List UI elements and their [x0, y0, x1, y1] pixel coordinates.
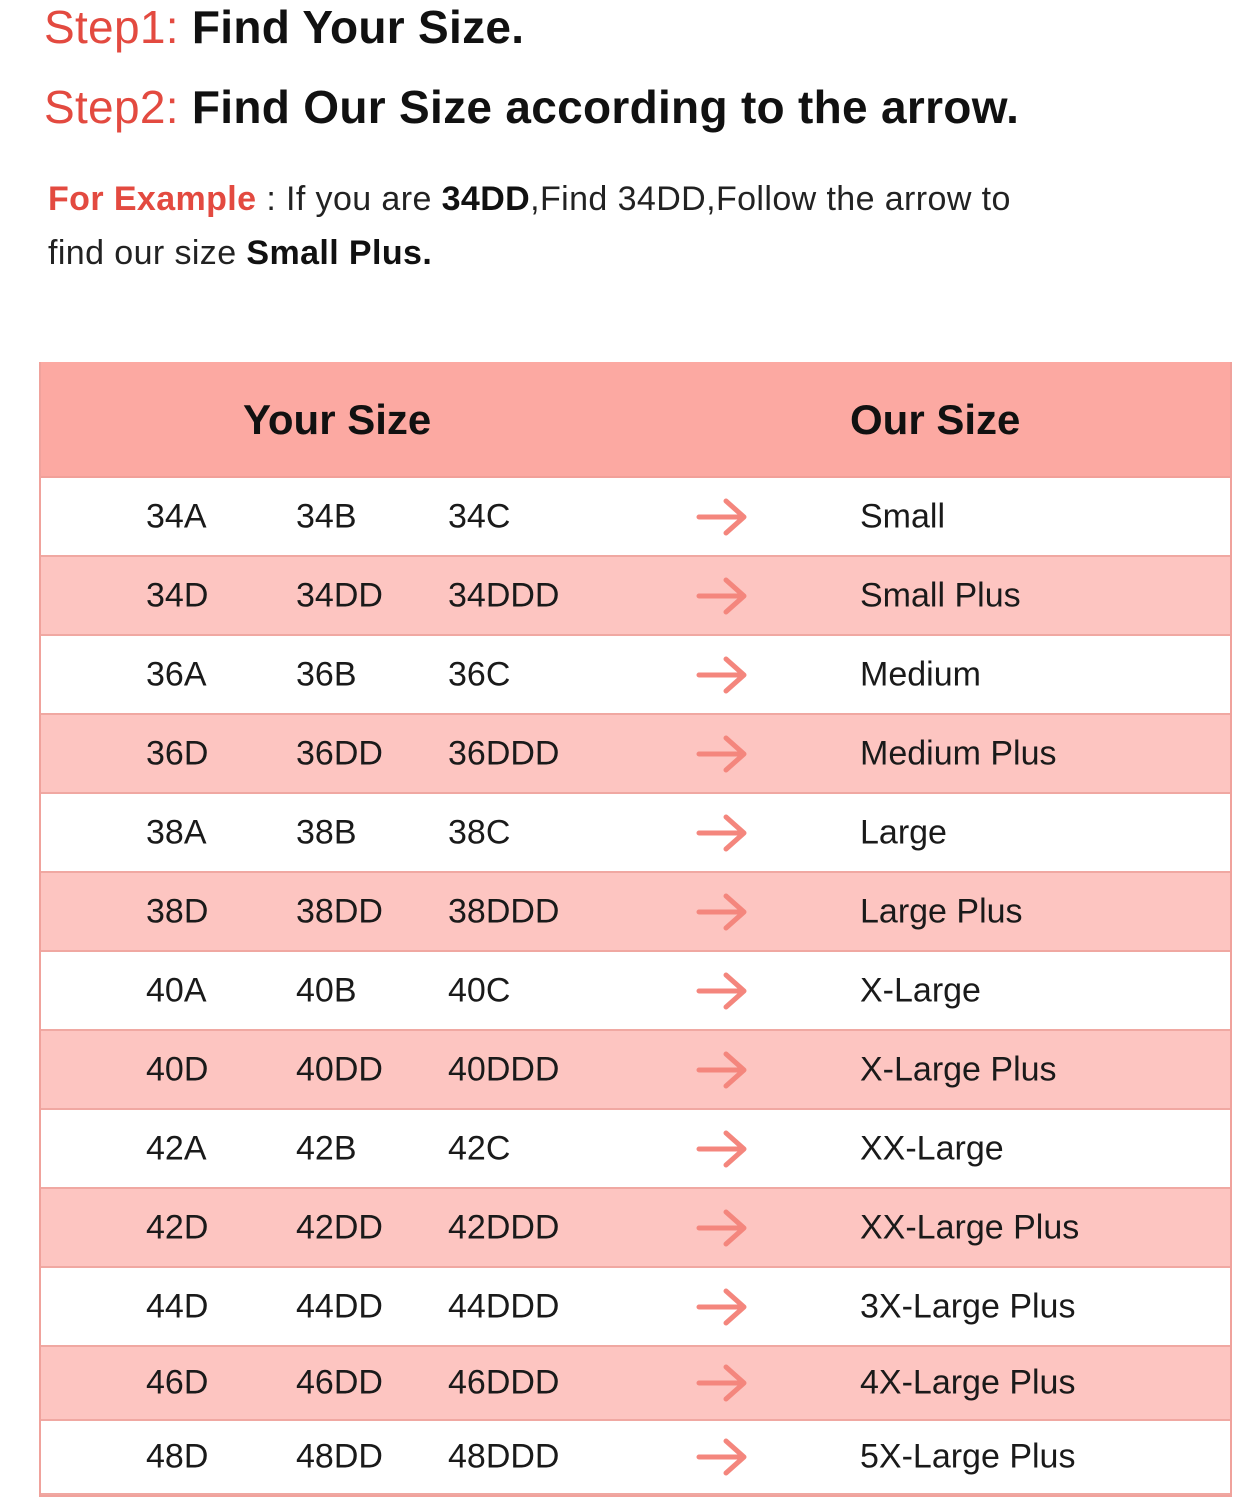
your-size-cell: 34DD	[296, 576, 383, 614]
right-arrow-icon	[696, 497, 748, 537]
right-arrow-icon	[696, 1437, 748, 1477]
right-arrow-icon	[696, 576, 748, 616]
table-row: 36A 36B 36C Medium	[41, 636, 1230, 715]
right-arrow-icon	[696, 1363, 748, 1403]
our-size-cell: XX-Large	[860, 1129, 1004, 1167]
your-size-cell: 46DD	[296, 1363, 383, 1402]
right-arrow-icon	[696, 1129, 748, 1169]
your-size-cell: 38B	[296, 813, 357, 851]
your-size-cell: 42DDD	[448, 1208, 560, 1246]
right-arrow-icon	[696, 655, 748, 695]
your-size-cell: 42B	[296, 1129, 357, 1167]
your-size-cell: 36A	[146, 655, 207, 693]
example-sep: : If you are	[256, 180, 442, 218]
step1-text: Find Your Size.	[191, 1, 525, 53]
example-line2-text: find our size	[48, 234, 247, 272]
step1-label: Step1:	[44, 1, 179, 53]
your-size-cell: 38D	[146, 892, 209, 930]
your-size-cell: 36B	[296, 655, 357, 693]
your-size-cell: 40DD	[296, 1050, 383, 1088]
table-row: 42D 42DD 42DDD XX-Large Plus	[41, 1189, 1230, 1268]
your-size-cell: 44DDD	[448, 1287, 560, 1325]
right-arrow-icon	[696, 734, 748, 774]
right-arrow-icon	[696, 892, 748, 932]
right-arrow-icon	[696, 1208, 748, 1248]
our-size-cell: 4X-Large Plus	[860, 1363, 1076, 1402]
our-size-cell: Small Plus	[860, 576, 1021, 614]
your-size-cell: 34DDD	[448, 576, 560, 614]
your-size-cell: 44D	[146, 1287, 209, 1325]
your-size-cell: 48DDD	[448, 1437, 560, 1476]
size-table: Your Size Our Size 34A 34B 34C Small 34D 34DD…	[39, 362, 1232, 1497]
your-size-cell: 36D	[146, 734, 209, 772]
table-row: 46D 46DD 46DDD 4X-Large Plus	[41, 1347, 1230, 1421]
right-arrow-icon	[696, 813, 748, 853]
table-row: 44D 44DD 44DDD 3X-Large Plus	[41, 1268, 1230, 1347]
your-size-cell: 34D	[146, 576, 209, 614]
our-size-cell: Small	[860, 497, 946, 535]
your-size-cell: 48DD	[296, 1437, 383, 1476]
your-size-cell: 38A	[146, 813, 207, 851]
header-your-size: Your Size	[243, 396, 432, 443]
table-row: 38D 38DD 38DDD Large Plus	[41, 873, 1230, 952]
our-size-cell: Large Plus	[860, 892, 1023, 930]
table-row: 34A 34B 34C Small	[41, 478, 1230, 557]
table-row: 48D 48DD 48DDD 5X-Large Plus	[41, 1421, 1230, 1495]
table-body: 34A 34B 34C Small 34D 34DD 34DDD Small Plus 36A 3…	[41, 478, 1230, 1495]
your-size-cell: 34B	[296, 497, 357, 535]
your-size-cell: 38DD	[296, 892, 383, 930]
our-size-cell: Medium Plus	[860, 734, 1057, 772]
example-mid: ,Find 34DD,Follow the arrow to	[530, 180, 1011, 218]
your-size-cell: 36DDD	[448, 734, 560, 772]
right-arrow-icon	[696, 1287, 748, 1327]
your-size-cell: 46DDD	[448, 1363, 560, 1402]
header-our-size: Our Size	[850, 396, 1021, 443]
your-size-cell: 40DDD	[448, 1050, 560, 1088]
table-row: 36D 36DD 36DDD Medium Plus	[41, 715, 1230, 794]
table-row: 40D 40DD 40DDD X-Large Plus	[41, 1031, 1230, 1110]
your-size-cell: 48D	[146, 1437, 209, 1476]
example-label: For Example	[48, 180, 257, 218]
table-row: 40A 40B 40C X-Large	[41, 952, 1230, 1031]
step2-text: Find Our Size according to the arrow.	[191, 81, 1020, 133]
example-size: 34DD	[441, 180, 531, 218]
step1-heading: Step1: Find Your Size.	[44, 0, 524, 54]
your-size-cell: 40B	[296, 971, 357, 1009]
our-size-cell: X-Large	[860, 971, 981, 1009]
example-result: Small Plus.	[246, 234, 433, 272]
table-row: 38A 38B 38C Large	[41, 794, 1230, 873]
step2-heading: Step2: Find Our Size according to the ar…	[44, 80, 1019, 134]
table-row: 42A 42B 42C XX-Large	[41, 1110, 1230, 1189]
your-size-cell: 34A	[146, 497, 207, 535]
your-size-cell: 34C	[448, 497, 511, 535]
your-size-cell: 42D	[146, 1208, 209, 1246]
your-size-cell: 42C	[448, 1129, 511, 1167]
table-header: Your Size Our Size	[41, 362, 1230, 478]
your-size-cell: 40C	[448, 971, 511, 1009]
example-line-2: find our size Small Plus.	[48, 234, 432, 273]
your-size-cell: 36C	[448, 655, 511, 693]
example-line-1: For Example : If you are 34DD,Find 34DD,…	[48, 180, 1011, 219]
your-size-cell: 46D	[146, 1363, 209, 1402]
our-size-cell: 3X-Large Plus	[860, 1287, 1076, 1325]
your-size-cell: 36DD	[296, 734, 383, 772]
our-size-cell: XX-Large Plus	[860, 1208, 1080, 1246]
our-size-cell: Medium	[860, 655, 981, 693]
your-size-cell: 42A	[146, 1129, 207, 1167]
right-arrow-icon	[696, 1050, 748, 1090]
right-arrow-icon	[696, 971, 748, 1011]
your-size-cell: 40A	[146, 971, 207, 1009]
your-size-cell: 40D	[146, 1050, 209, 1088]
your-size-cell: 38DDD	[448, 892, 560, 930]
table-row: 34D 34DD 34DDD Small Plus	[41, 557, 1230, 636]
step2-label: Step2:	[44, 81, 179, 133]
your-size-cell: 42DD	[296, 1208, 383, 1246]
our-size-cell: 5X-Large Plus	[860, 1437, 1076, 1476]
our-size-cell: X-Large Plus	[860, 1050, 1057, 1088]
our-size-cell: Large	[860, 813, 947, 851]
your-size-cell: 38C	[448, 813, 511, 851]
your-size-cell: 44DD	[296, 1287, 383, 1325]
